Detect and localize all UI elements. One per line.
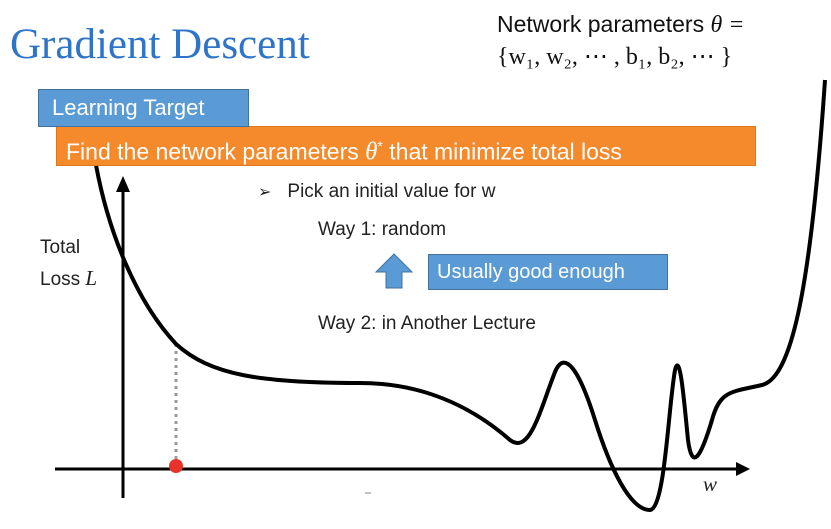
params-set: {w₁, w₂, ⋯ , b₁, b₂, ⋯ } [497, 44, 733, 70]
loss-curve [94, 79, 827, 513]
x-axis-arrowhead [736, 462, 750, 476]
way-1-text: Way 1: random [318, 219, 447, 240]
banner-text-before: Find the network parameters [66, 138, 366, 165]
y-axis-arrowhead [116, 176, 130, 192]
step-bullet: ➢ Pick an initial value for w [258, 181, 495, 203]
y-axis-label: Total Loss L [40, 233, 97, 295]
x-axis-label: w [703, 472, 718, 496]
y-axis-symbol: L [85, 266, 98, 290]
banner-star: * [377, 138, 383, 154]
params-text: Network parameters [497, 11, 705, 37]
way-2-text: Way 2: in Another Lecture [318, 313, 536, 334]
y-axis-label-line1: Total [40, 237, 81, 258]
up-arrow-icon [374, 253, 414, 289]
learning-target-banner: Find the network parameters θ* that mini… [56, 126, 756, 166]
arrowhead-bullet-icon: ➢ [258, 184, 272, 201]
bullet-text: Pick an initial value for w [287, 181, 496, 202]
banner-theta: θ [365, 138, 378, 166]
initial-point-marker [169, 459, 183, 473]
slide-title: Gradient Descent [10, 21, 310, 68]
params-theta: θ = [710, 12, 745, 38]
learning-target-label: Learning Target [38, 89, 249, 127]
network-parameters: Network parameters θ = {w₁, w₂, ⋯ , b₁, … [497, 8, 744, 73]
usually-good-enough-note: Usually good enough [428, 254, 668, 290]
y-axis-label-line2: Loss [40, 269, 81, 290]
banner-text-after: that minimize total loss [382, 138, 622, 165]
